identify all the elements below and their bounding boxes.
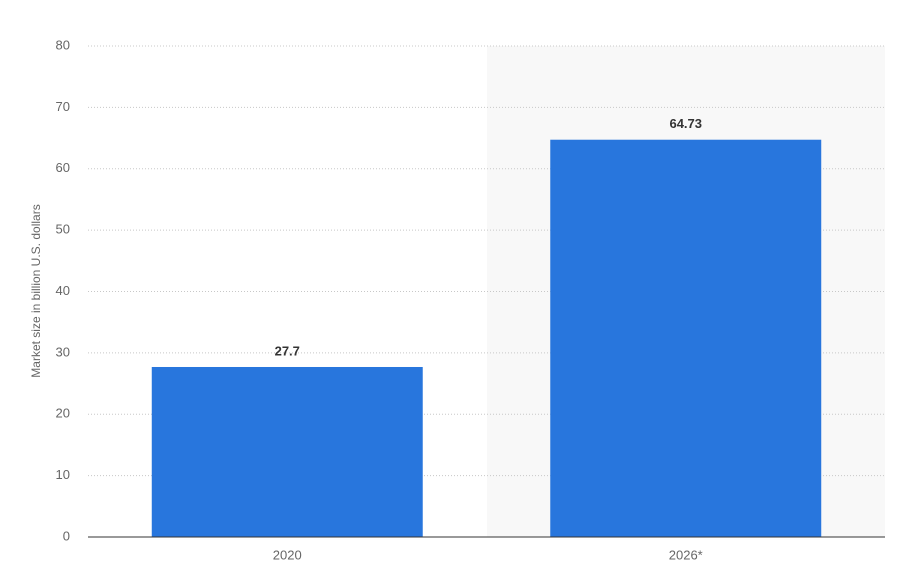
y-tick-label: 50 (56, 222, 70, 237)
data-label: 27.7 (275, 343, 300, 358)
x-tick-label: 2020 (273, 547, 302, 562)
y-tick-label: 80 (56, 37, 70, 52)
y-tick-label: 10 (56, 467, 70, 482)
y-tick-label: 20 (56, 406, 70, 421)
data-label: 64.73 (669, 116, 702, 131)
bar (550, 139, 822, 538)
y-tick-label: 40 (56, 283, 70, 298)
bar (151, 366, 423, 537)
x-tick-label: 2026* (669, 547, 703, 562)
y-axis-label: Market size in billion U.S. dollars (29, 204, 43, 377)
y-tick-label: 30 (56, 344, 70, 359)
y-tick-label: 70 (56, 99, 70, 114)
y-tick-label: 0 (63, 528, 70, 543)
y-tick-label: 60 (56, 160, 70, 175)
